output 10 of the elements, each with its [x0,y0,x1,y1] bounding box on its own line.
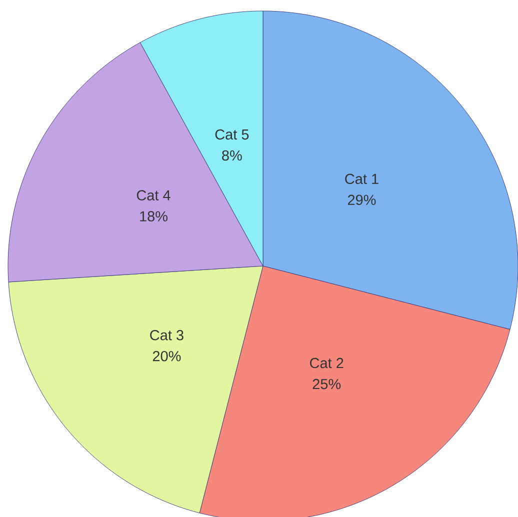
data-label: 25% [312,378,341,390]
slice-label: Cat 4 [136,190,170,200]
slice-label: Cat 3 [150,330,184,340]
data-label: 8% [222,150,242,161]
data-label: 18% [140,211,168,222]
data-label: 29% [348,194,376,206]
slice-label: Cat 1 [345,174,378,184]
slice-label: Cat 5 [215,129,249,140]
data-label: 20% [152,351,181,362]
slice-label: Cat 2 [310,358,344,368]
